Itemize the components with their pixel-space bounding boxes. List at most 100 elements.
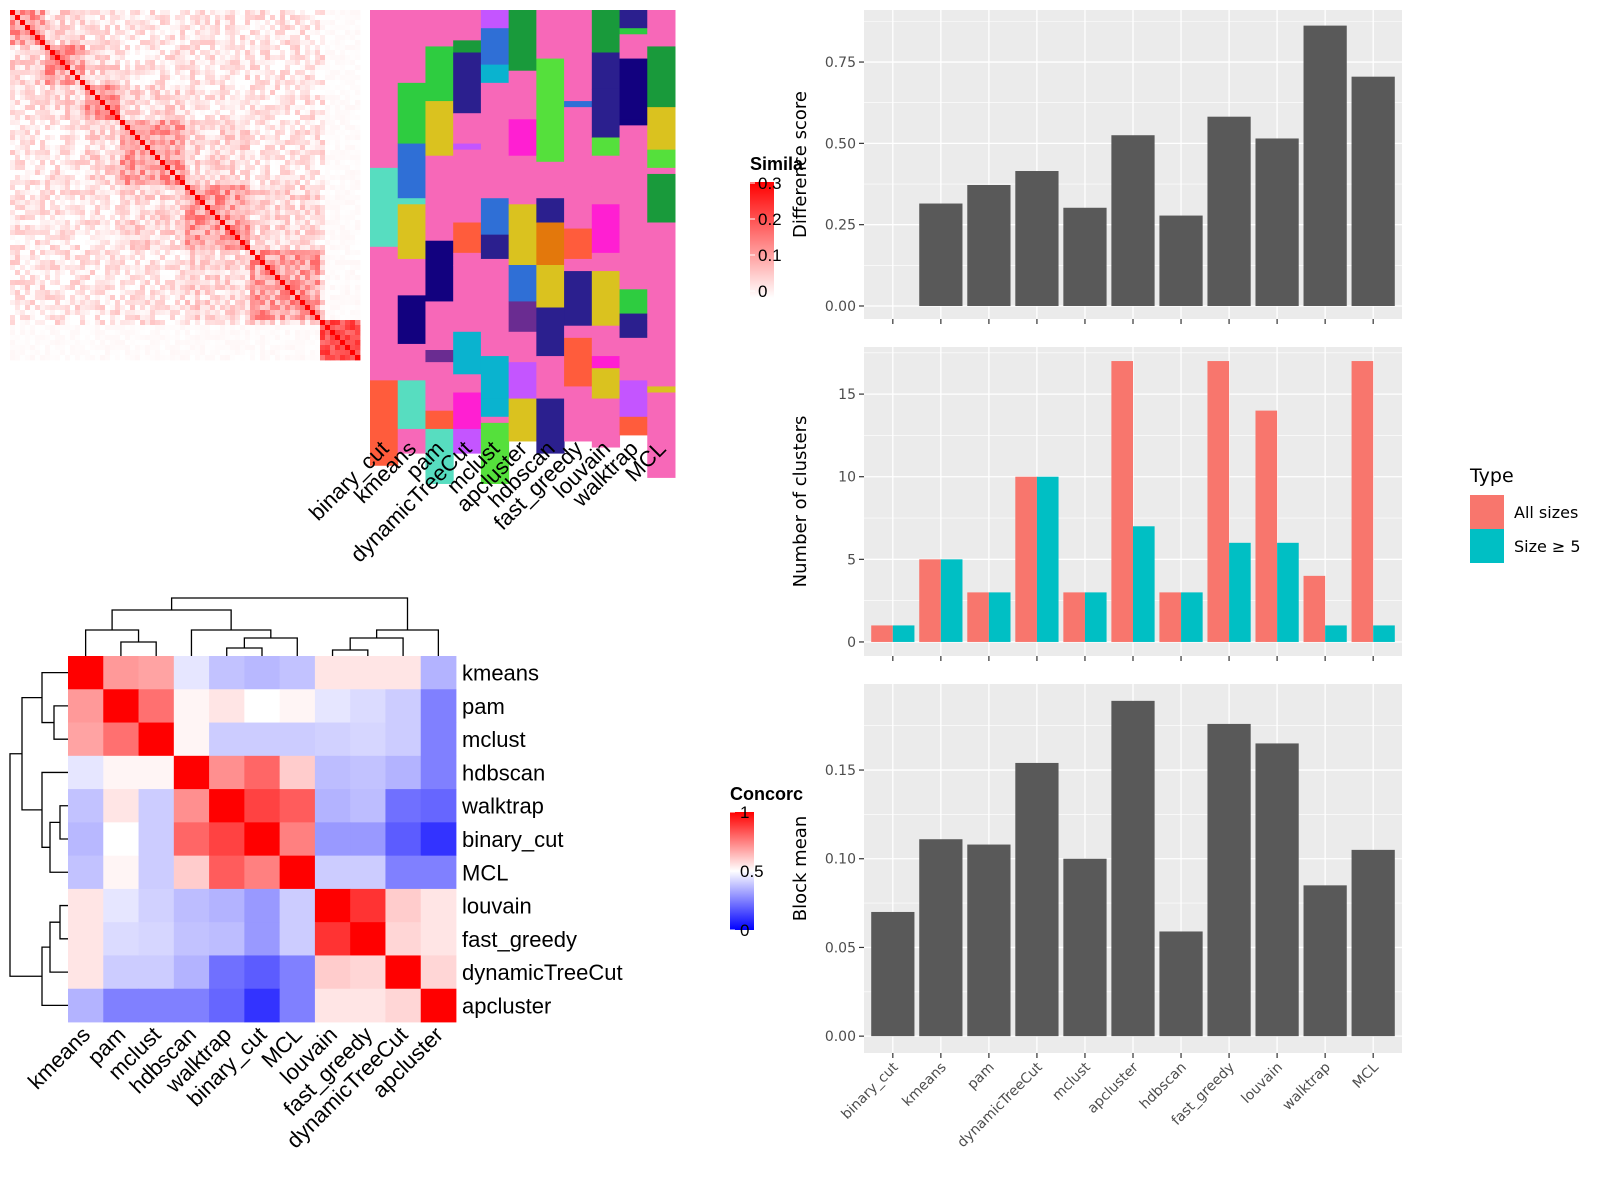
similarity-cell (270, 50, 276, 56)
similarity-cell (100, 220, 106, 226)
similarity-cell (90, 205, 96, 211)
similarity-cell (205, 115, 211, 121)
similarity-cell (275, 20, 281, 26)
similarity-cell (225, 270, 231, 276)
similarity-cell (85, 70, 91, 76)
similarity-cell (75, 340, 81, 346)
similarity-cell (10, 245, 16, 251)
similarity-cell (235, 210, 241, 216)
similarity-cell (280, 150, 286, 156)
similarity-cell (250, 145, 256, 151)
similarity-cell (280, 90, 286, 96)
similarity-cell (180, 85, 186, 91)
similarity-cell (65, 315, 71, 321)
similarity-cell (165, 160, 171, 166)
similarity-cell (335, 130, 341, 136)
similarity-cell (15, 185, 21, 191)
similarity-cell (295, 210, 301, 216)
similarity-cell (45, 255, 51, 261)
similarity-cell (165, 75, 171, 81)
similarity-cell (240, 325, 246, 331)
similarity-cell (225, 300, 231, 306)
similarity-cell (295, 125, 301, 131)
similarity-cell (265, 155, 271, 161)
similarity-cell (210, 340, 216, 346)
similarity-cell (160, 295, 166, 301)
similarity-cell (25, 70, 31, 76)
similarity-cell (100, 100, 106, 106)
similarity-cell (185, 130, 191, 136)
similarity-cell (235, 110, 241, 116)
similarity-cell (295, 235, 301, 241)
similarity-cell (345, 135, 351, 141)
similarity-cell (85, 115, 91, 121)
similarity-cell (80, 310, 86, 316)
similarity-cell (50, 165, 56, 171)
similarity-cell (285, 260, 291, 266)
similarity-cell (130, 345, 136, 351)
similarity-cell (20, 320, 26, 326)
similarity-cell (205, 260, 211, 266)
similarity-cell (160, 60, 166, 66)
similarity-cell (220, 175, 226, 181)
similarity-cell (15, 285, 21, 291)
similarity-cell (300, 215, 306, 221)
similarity-cell (90, 180, 96, 186)
similarity-cell (105, 140, 111, 146)
similarity-cell (85, 355, 91, 361)
similarity-cell (240, 225, 246, 231)
similarity-cell (140, 160, 146, 166)
similarity-cell (290, 170, 296, 176)
similarity-cell (250, 40, 256, 46)
similarity-cell (340, 205, 346, 211)
similarity-cell (125, 260, 131, 266)
similarity-cell (285, 285, 291, 291)
similarity-cell (115, 160, 121, 166)
similarity-cell (285, 50, 291, 56)
similarity-cell (175, 230, 181, 236)
similarity-cell (260, 340, 266, 346)
similarity-cell (300, 265, 306, 271)
similarity-cell (345, 145, 351, 151)
similarity-cell (275, 275, 281, 281)
similarity-cell (95, 255, 101, 261)
similarity-cell (45, 120, 51, 126)
similarity-cell (180, 25, 186, 31)
similarity-cell (340, 240, 346, 246)
similarity-cell (35, 355, 41, 361)
similarity-cell (275, 65, 281, 71)
similarity-cell (160, 205, 166, 211)
similarity-cell (200, 10, 206, 16)
similarity-cell (40, 100, 46, 106)
similarity-cell (300, 245, 306, 251)
similarity-cell (35, 305, 41, 311)
similarity-cell (265, 210, 271, 216)
similarity-cell (210, 295, 216, 301)
similarity-cell (230, 145, 236, 151)
similarity-cell (120, 240, 126, 246)
similarity-cell (120, 300, 126, 306)
similarity-cell (20, 15, 26, 21)
similarity-cell (265, 45, 271, 51)
similarity-cell (90, 355, 96, 361)
similarity-cell (175, 30, 181, 36)
similarity-cell (55, 215, 61, 221)
similarity-cell (220, 265, 226, 271)
similarity-cell (240, 185, 246, 191)
similarity-cell (255, 260, 261, 266)
similarity-cell (20, 275, 26, 281)
similarity-cell (175, 100, 181, 106)
similarity-cell (175, 90, 181, 96)
similarity-cell (240, 345, 246, 351)
cluster-assignment-cell (397, 295, 426, 345)
similarity-cell (275, 325, 281, 331)
similarity-cell (295, 195, 301, 201)
similarity-cell (160, 15, 166, 21)
similarity-cell (310, 300, 316, 306)
similarity-cell (35, 205, 41, 211)
similarity-cell (80, 355, 86, 361)
similarity-cell (180, 235, 186, 241)
similarity-cell (305, 35, 311, 41)
similarity-cell (10, 280, 16, 286)
similarity-cell (175, 80, 181, 86)
